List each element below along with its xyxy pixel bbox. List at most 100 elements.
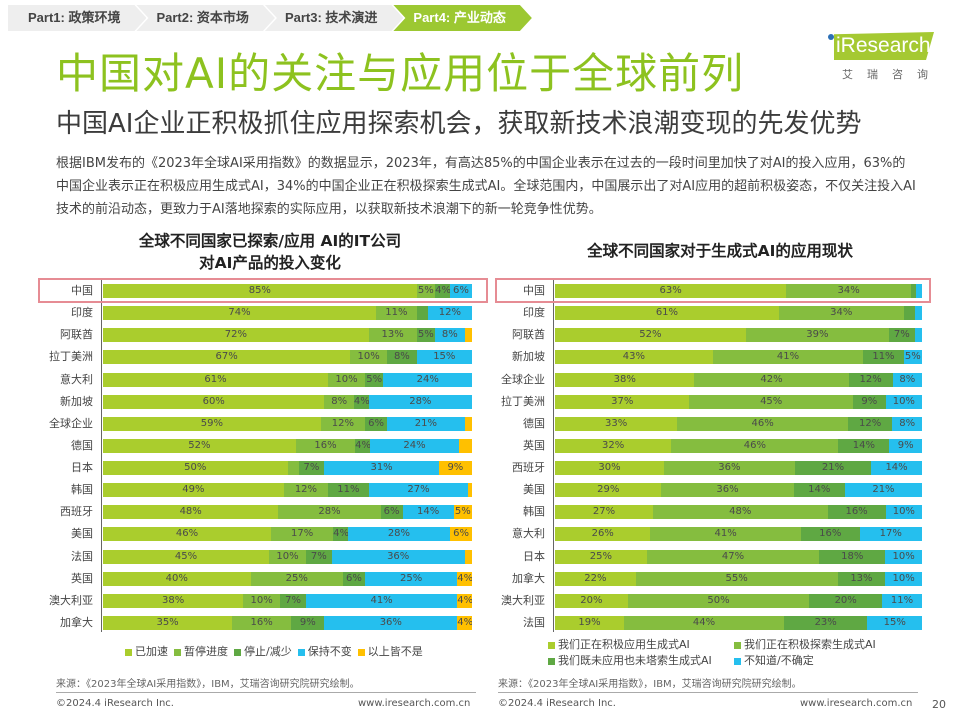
- bar-segment: 6%: [450, 527, 472, 542]
- bar-segment: 27%: [368, 483, 469, 498]
- bar-segment: 28%: [278, 505, 381, 520]
- bar-segment: 5%: [416, 284, 436, 298]
- category-label: 韩国: [71, 483, 93, 497]
- category-label: 中国: [523, 284, 545, 297]
- bar-segment: 63%: [555, 284, 787, 298]
- bar-row: 澳大利亚 38% 10% 7% 41% 4%: [49, 593, 472, 608]
- category-label: 德国: [523, 416, 545, 430]
- bar-segment: 12%: [847, 416, 893, 431]
- bar-segment: 12%: [283, 483, 329, 498]
- bar-segment: [464, 549, 472, 564]
- legend-swatch: [234, 648, 241, 656]
- bar-segment: 11%: [863, 350, 904, 365]
- bar-segment: 42%: [694, 372, 849, 387]
- copyright-left: ©2024.4 iResearch Inc.: [56, 698, 174, 709]
- bar-segment: 26%: [555, 527, 651, 542]
- part-navigation: Part1: 政策环境 Part2: 资本市场 Part3: 技术演进 Part…: [8, 5, 522, 31]
- category-label: 拉丁美洲: [501, 394, 545, 408]
- legend-swatch: [548, 641, 555, 649]
- website-right[interactable]: www.iresearch.com.cn: [800, 698, 913, 709]
- legend-swatch: [734, 641, 741, 649]
- bar-segment: [459, 438, 472, 453]
- bar-segment: 19%: [555, 615, 625, 630]
- bar-segment: 48%: [103, 505, 279, 520]
- bar-segment: 9%: [438, 461, 472, 476]
- category-label: 美国: [71, 527, 93, 541]
- left-chart-title: 全球不同国家已探索/应用 AI的IT公司 对AI产品的投入变化: [138, 232, 402, 272]
- bar-segment: 20%: [809, 593, 883, 608]
- bar-segment: 4%: [457, 615, 472, 630]
- bar-segment: 21%: [844, 483, 922, 498]
- bar-segment: 39%: [745, 328, 889, 343]
- right-chart-title: 全球不同国家对于生成式AI的应用现状: [587, 242, 853, 260]
- legend-item: 停止/减少: [234, 643, 292, 659]
- bar-segment: 6%: [364, 416, 388, 431]
- bar-row: 韩国 49% 12% 11% 27%: [71, 483, 472, 498]
- bar-segment: 43%: [555, 350, 713, 365]
- legend-swatch: [734, 657, 741, 665]
- nav-part2[interactable]: Part2: 资本市场: [136, 5, 274, 31]
- bar-segment: 16%: [295, 438, 356, 453]
- category-label: 印度: [71, 306, 93, 320]
- bar-segment: 21%: [794, 461, 872, 476]
- bar-segment: 17%: [271, 527, 334, 542]
- legend-item: 暂停进度: [174, 643, 228, 659]
- bar-segment: 16%: [800, 527, 860, 542]
- bar-segment: 9%: [852, 394, 886, 409]
- legend-item: 已加速: [125, 643, 168, 659]
- bar-segment: 32%: [555, 438, 672, 453]
- legend-swatch: [548, 657, 555, 665]
- category-label: 意大利: [60, 372, 93, 386]
- right-chart-legend: 我们正在积极应用生成式AI 我们正在积极探索生成式AI 我们既未应用也未塔索生成式A…: [548, 637, 928, 669]
- category-label: 加拿大: [512, 571, 545, 585]
- bar-segment: 13%: [837, 571, 886, 586]
- nav-part1[interactable]: Part1: 政策环境: [8, 5, 146, 31]
- bar-row: 英国 32% 46% 14% 9%: [523, 438, 922, 453]
- bar-segment: 47%: [646, 549, 820, 564]
- bar-segment: [916, 284, 922, 298]
- bar-segment: 46%: [103, 527, 272, 542]
- bar-segment: 50%: [103, 461, 288, 476]
- bar-segment: 36%: [324, 615, 458, 630]
- category-label: 日本: [523, 549, 545, 563]
- nav-part4[interactable]: Part4: 产业动态: [393, 5, 531, 31]
- bar-segment: 49%: [103, 483, 284, 498]
- bar-row: 全球企业 59% 12% 6% 21%: [49, 416, 472, 431]
- bar-segment: 10%: [243, 593, 281, 608]
- bar-segment: 16%: [827, 505, 886, 520]
- bar-segment: 9%: [291, 615, 325, 630]
- bar-segment: 36%: [661, 483, 794, 498]
- website-left[interactable]: www.iresearch.com.cn: [358, 698, 471, 709]
- bar-segment: 36%: [331, 549, 465, 564]
- bar-row: 韩国 27% 48% 16% 10%: [523, 505, 922, 520]
- bar-segment: 5%: [416, 328, 436, 343]
- bar-segment: 48%: [653, 505, 828, 520]
- bar-row: 意大利 61% 10% 5% 24%: [60, 372, 472, 387]
- bar-segment: 41%: [712, 350, 864, 365]
- bar-segment: 40%: [103, 571, 251, 586]
- bar-segment: 24%: [370, 438, 459, 453]
- bar-row: 全球企业 38% 42% 12% 8%: [501, 372, 922, 387]
- bar-segment: 38%: [555, 372, 695, 387]
- left-stacked-bar-chart: 中国 85% 5% 4% 6% 印度 74% 11% 12% 阿联酋 72% 13% 5% 8% 拉丁美洲 6…: [49, 278, 472, 634]
- bar-segment: 61%: [555, 306, 779, 321]
- footer-divider-right: [498, 692, 918, 693]
- bar-segment: 45%: [103, 549, 270, 564]
- legend-swatch: [297, 648, 305, 656]
- bar-segment: 34%: [786, 284, 911, 298]
- bar-segment: 24%: [383, 372, 472, 387]
- bar-segment: [468, 483, 472, 498]
- category-label: 法国: [71, 549, 93, 563]
- bar-segment: 74%: [103, 306, 377, 321]
- bar-segment: 12%: [848, 372, 893, 387]
- category-label: 中国: [71, 284, 93, 297]
- bar-segment: 29%: [555, 483, 662, 498]
- category-label: 拉丁美洲: [49, 350, 93, 364]
- page-subtitle: 中国AI企业正积极抓住应用探索机会，获取新技术浪潮变现的先发优势: [56, 109, 862, 139]
- nav-part3[interactable]: Part3: 技术演进: [265, 5, 403, 31]
- bar-segment: 9%: [889, 438, 922, 453]
- bar-row: 德国 52% 16% 4% 24%: [71, 438, 472, 453]
- category-label: 新加坡: [512, 350, 545, 364]
- page-number: 20: [932, 698, 946, 711]
- bar-segment: 72%: [103, 328, 369, 343]
